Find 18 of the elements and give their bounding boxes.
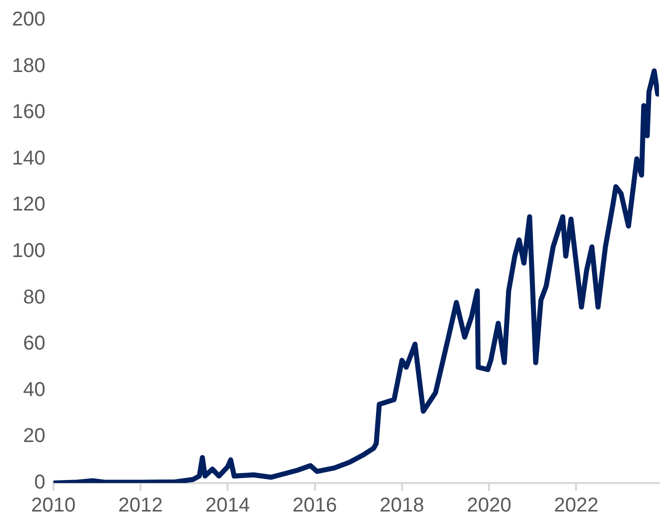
y-tick-label: 60 bbox=[23, 332, 46, 355]
x-tick-label: 2010 bbox=[31, 494, 76, 517]
y-tick-label: 80 bbox=[23, 286, 46, 308]
x-tick-label: 2018 bbox=[380, 494, 424, 517]
y-tick-label: 20 bbox=[23, 425, 46, 448]
y-tick-label: 200 bbox=[12, 8, 46, 31]
x-tick-label: 2022 bbox=[554, 494, 598, 517]
x-tick-label: 2016 bbox=[292, 494, 338, 517]
y-tick-label: 40 bbox=[23, 378, 46, 401]
x-tick-label: 2014 bbox=[205, 494, 250, 517]
x-tick-label: 2020 bbox=[466, 494, 512, 517]
y-tick-label: 0 bbox=[34, 472, 46, 494]
y-tick-label: 120 bbox=[12, 194, 46, 216]
y-tick-label: 180 bbox=[12, 54, 46, 77]
y-tick-label: 140 bbox=[12, 147, 46, 170]
y-tick-label: 160 bbox=[12, 101, 46, 124]
y-tick-label: 100 bbox=[12, 240, 46, 262]
x-tick-label: 2012 bbox=[118, 494, 163, 517]
